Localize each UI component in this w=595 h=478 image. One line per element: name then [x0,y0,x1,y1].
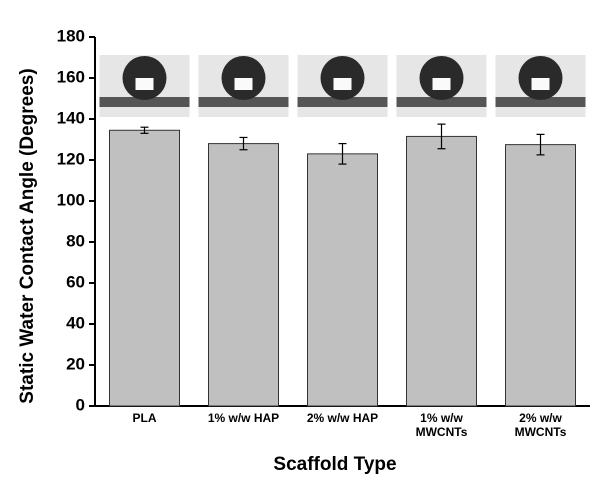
x-tick-label-box: PLA [132,411,157,425]
bar [109,129,180,407]
droplet-photo [297,55,388,117]
droplet-highlight [432,78,451,90]
y-tick-label: 80 [66,231,85,250]
y-tick-label: 180 [57,26,85,45]
x-tick-label: 1% w/w MWCNTs [415,411,468,439]
y-tick-label: 60 [66,272,85,291]
droplet-highlight [234,78,253,90]
droplet-photo [198,55,289,117]
bar [406,135,477,407]
droplet-photo [495,55,586,117]
x-tick-label: 2% w/w HAP [306,411,379,425]
error-bar [338,143,347,165]
photo-surface [297,97,388,107]
error-bar [437,123,446,150]
x-tick-label-box: 2% w/w HAP [306,411,379,425]
bar [208,143,279,407]
error-bar [536,133,545,156]
y-tick-label: 140 [57,108,85,127]
photo-surface [99,97,190,107]
droplet-photo [396,55,487,117]
y-tick-label: 100 [57,190,85,209]
x-tick-label: 2% w/w MWCNTs [514,411,567,439]
droplet-photo [99,55,190,117]
y-tick-label: 0 [76,395,85,414]
x-tick-label: 1% w/w HAP [207,411,280,425]
error-bar [239,136,248,151]
x-axis-title: Scaffold Type [273,454,396,475]
photo-surface [396,97,487,107]
x-tick-label-box: 1% w/w MWCNTs [415,411,468,439]
droplet-highlight [333,78,352,90]
y-axis-title: Static Water Contact Angle (Degrees) [17,68,38,403]
x-tick-label-box: 2% w/w MWCNTs [514,411,567,439]
x-tick-label: PLA [132,411,157,425]
photo-surface [495,97,586,107]
droplet-highlight [531,78,550,90]
y-tick-label: 120 [57,149,85,168]
y-tick-label: 40 [66,313,85,332]
y-tick-label: 160 [57,67,85,86]
droplet-highlight [135,78,154,90]
error-bar [140,126,149,134]
bar [307,153,378,407]
x-tick-label-box: 1% w/w HAP [207,411,280,425]
y-tick-label: 20 [66,354,85,373]
photo-surface [198,97,289,107]
bar [505,144,576,407]
